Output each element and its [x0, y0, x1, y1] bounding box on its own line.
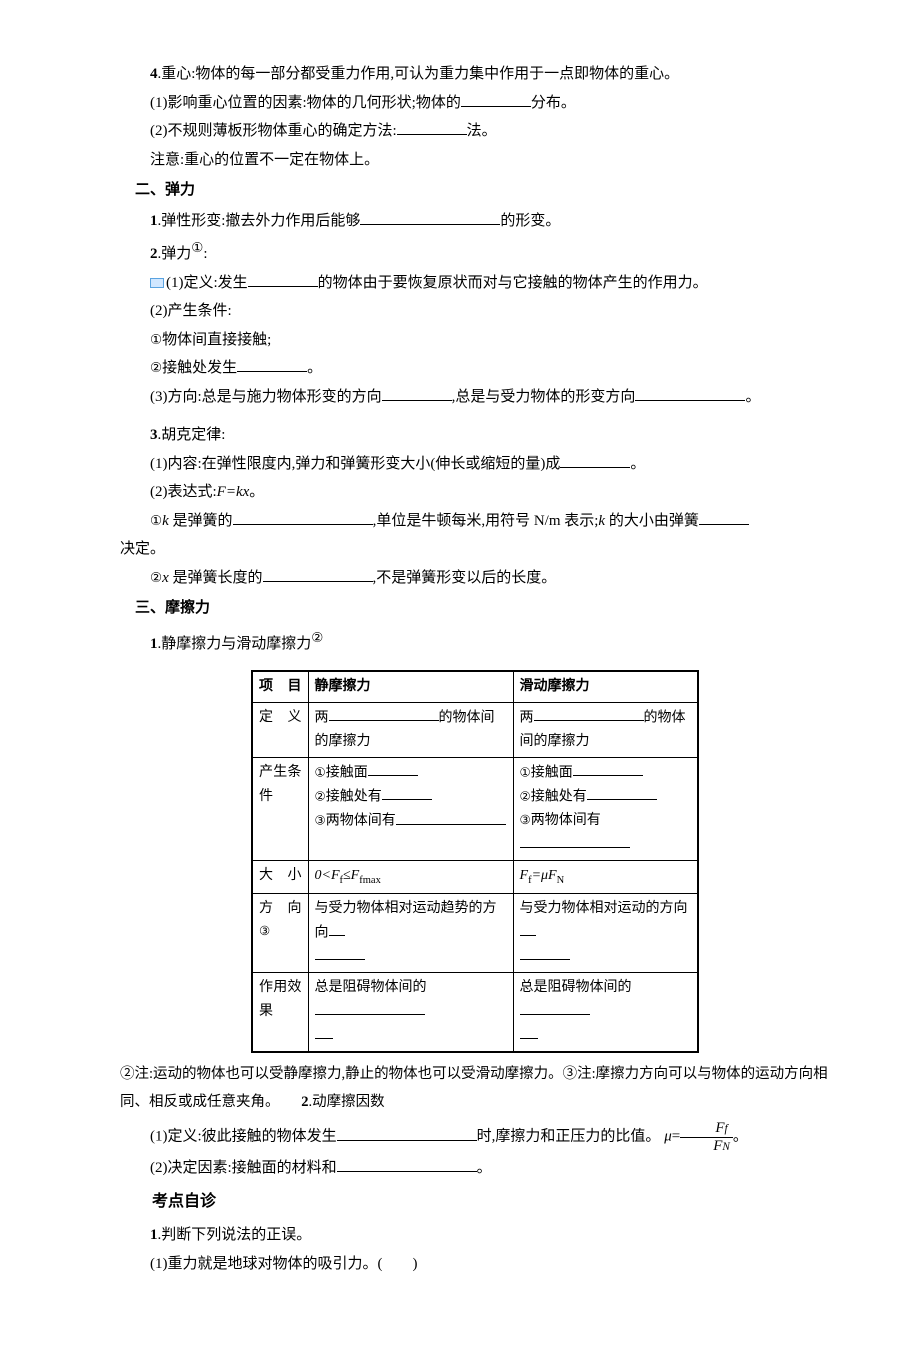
diag-1: 1.判断下列说法的正误。 — [120, 1221, 830, 1250]
diag-q1: (1)重力就是地球对物体的吸引力。( ) — [120, 1250, 830, 1279]
row-dir: 方 向③ — [252, 893, 308, 972]
blank — [396, 809, 506, 824]
elastic-dir: (3)方向:总是与施力物体形变的方向,总是与受力物体的形变方向。 — [120, 383, 830, 412]
eff-kinetic: 总是阻碍物体间的 — [513, 972, 698, 1052]
blank — [263, 565, 373, 582]
row-eff: 作用效果 — [252, 972, 308, 1052]
th-static: 静摩擦力 — [308, 671, 513, 702]
blank — [237, 356, 307, 373]
blank — [248, 270, 318, 287]
note-ref-1: ① — [191, 240, 203, 255]
sec4-lead: 4.重心:物体的每一部分都受重力作用,可认为重力集中作用于一点即物体的重心。 — [120, 60, 830, 89]
heading-diag: 考点自诊 — [120, 1187, 830, 1217]
blank — [573, 761, 643, 776]
blank — [382, 785, 432, 800]
def-static: 两的物体间的摩擦力 — [308, 702, 513, 757]
sec4-p1: (1)影响重心位置的因素:物体的几何形状;物体的分布。 — [120, 89, 830, 118]
blank — [560, 451, 630, 468]
blank — [461, 90, 531, 107]
elastic-cond-b: ②接触处发生。 — [120, 354, 830, 383]
sec4-p2: (2)不规则薄板形物体重心的确定方法:法。 — [120, 117, 830, 146]
friction-table: 项 目 静摩擦力 滑动摩擦力 定 义 两的物体间的摩擦力 两的物体间的摩擦力 产… — [251, 670, 699, 1053]
elastic-1: 1.弹性形变:撤去外力作用后能够的形变。 — [120, 207, 830, 236]
dir-static: 与受力物体相对运动趋势的方向 — [308, 893, 513, 972]
blank — [397, 119, 467, 136]
th-kinetic: 滑动摩擦力 — [513, 671, 698, 702]
blank — [587, 785, 657, 800]
blank — [337, 1124, 477, 1141]
mag-kinetic: Ff=μFN — [513, 861, 698, 894]
note-ref-3: ③ — [259, 924, 270, 938]
fraction: FfFN — [680, 1120, 733, 1154]
blank — [520, 945, 570, 960]
blank — [360, 208, 500, 225]
blank — [315, 945, 365, 960]
elastic-2: 2.弹力①: — [120, 235, 830, 269]
cond-kinetic: ①接触面 ②接触处有 ③两物体间有 — [513, 757, 698, 860]
hooke-2: (2)表达式:F=kx。 — [120, 478, 830, 507]
blank — [337, 1156, 477, 1173]
mag-static: 0<Ff≤Ffmax — [308, 861, 513, 894]
blank — [520, 921, 536, 936]
note-icon — [150, 278, 164, 288]
dir-kinetic: 与受力物体相对运动的方向 — [513, 893, 698, 972]
row-mag: 大 小 — [252, 861, 308, 894]
hooke-2b: ②x 是弹簧长度的,不是弹簧形变以后的长度。 — [120, 564, 830, 593]
elastic-def: (1)定义:发生的物体由于要恢复原状而对与它接触的物体产生的作用力。 — [120, 269, 830, 298]
sec4-note: 注意:重心的位置不一定在物体上。 — [120, 146, 830, 175]
blank — [315, 1000, 425, 1015]
row-cond: 产生条件 — [252, 757, 308, 860]
mu-factor: (2)决定因素:接触面的材料和。 — [120, 1154, 830, 1183]
elastic-cond: (2)产生条件: — [120, 297, 830, 326]
hooke-1: (1)内容:在弹性限度内,弹力和弹簧形变大小(伸长或缩短的量)成。 — [120, 450, 830, 479]
eff-static: 总是阻碍物体间的 — [308, 972, 513, 1052]
heading-elastic: 二、弹力 — [120, 176, 830, 205]
blank — [315, 1024, 333, 1039]
blank — [635, 384, 745, 401]
elastic-cond-a: ①物体间直接接触; — [120, 326, 830, 355]
hooke: 3.胡克定律: — [120, 421, 830, 450]
blank — [534, 706, 644, 721]
friction-1: 1.静摩擦力与滑动摩擦力② — [120, 625, 830, 659]
cond-static: ①接触面 ②接触处有 ③两物体间有 — [308, 757, 513, 860]
th-item: 项 目 — [252, 671, 308, 702]
note-ref-2: ② — [311, 630, 323, 645]
blank — [329, 921, 345, 936]
row-def: 定 义 — [252, 702, 308, 757]
blank — [368, 761, 418, 776]
mu-def: (1)定义:彼此接触的物体发生时,摩擦力和正压力的比值。 μ=FfFN。 — [120, 1120, 830, 1154]
blank — [520, 1024, 538, 1039]
hooke-2a: ①k 是弹簧的,单位是牛顿每米,用符号 N/m 表示;k 的大小由弹簧决定。 — [120, 507, 830, 564]
blank — [520, 1000, 590, 1015]
blank — [699, 508, 749, 525]
blank — [233, 508, 373, 525]
def-kinetic: 两的物体间的摩擦力 — [513, 702, 698, 757]
heading-friction: 三、摩擦力 — [120, 594, 830, 623]
friction-notes: ②注:运动的物体也可以受静摩擦力,静止的物体也可以受滑动摩擦力。③注:摩擦力方向… — [120, 1061, 830, 1116]
blank — [329, 706, 439, 721]
blank — [520, 833, 630, 848]
blank — [382, 384, 452, 401]
